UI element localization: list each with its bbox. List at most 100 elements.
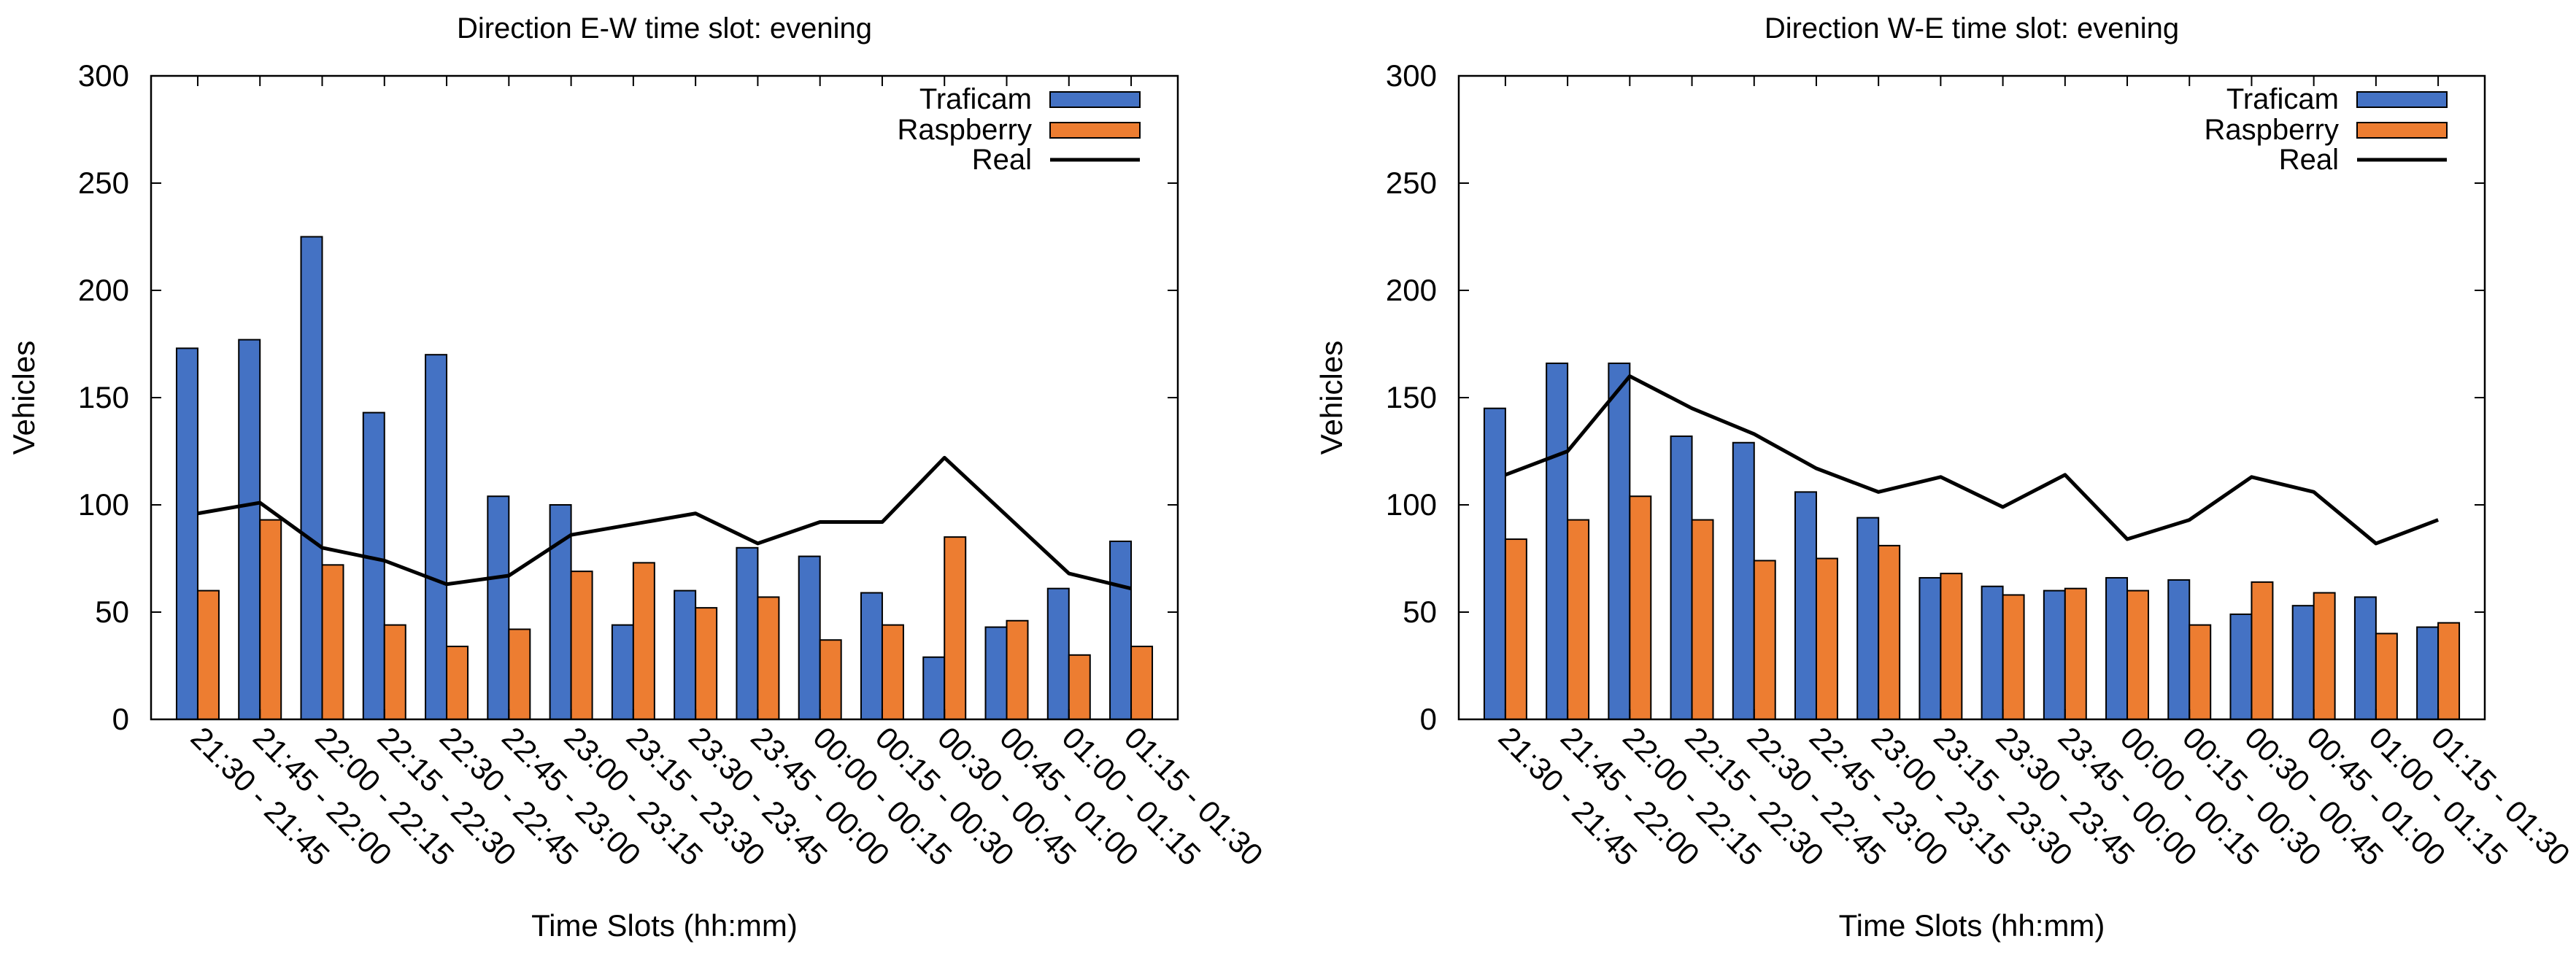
bar-raspberry-8 — [1940, 573, 1963, 721]
bar-raspberry-1 — [1504, 538, 1527, 720]
y-tick-label: 150 — [1386, 380, 1437, 414]
y-tick-label: 150 — [78, 380, 129, 414]
bar-raspberry-4 — [383, 624, 406, 721]
y-tick-label: 100 — [1386, 487, 1437, 522]
bar-traficam-6 — [1794, 491, 1817, 720]
y-tick-label: 50 — [1403, 595, 1437, 629]
line-real — [197, 455, 1132, 591]
bar-traficam-2 — [1546, 362, 1569, 720]
line-real — [1505, 374, 2439, 546]
bar-raspberry-16 — [2437, 622, 2461, 721]
bar-raspberry-5 — [446, 646, 469, 720]
bar-traficam-5 — [425, 354, 448, 720]
legend-swatch-traficam — [2356, 91, 2448, 108]
bar-traficam-15 — [1046, 587, 1070, 720]
y-tick-label: 0 — [1420, 702, 1437, 736]
bar-raspberry-13 — [944, 536, 967, 720]
bar-raspberry-7 — [570, 571, 593, 721]
plot-frame — [1457, 74, 2486, 721]
bar-raspberry-14 — [2313, 592, 2336, 720]
bar-traficam-1 — [1483, 407, 1506, 720]
bar-traficam-7 — [1856, 517, 1880, 720]
bar-raspberry-3 — [1629, 495, 1652, 720]
bar-traficam-9 — [674, 589, 697, 720]
chart-panel-2: Direction W-E time slot: evening Vehicles… — [1314, 12, 2576, 943]
bar-raspberry-12 — [2189, 624, 2212, 721]
bar-raspberry-8 — [632, 562, 655, 720]
x-axis-label: Time Slots (hh:mm) — [531, 908, 798, 943]
bar-traficam-11 — [798, 555, 821, 720]
bar-raspberry-2 — [259, 519, 282, 721]
bar-raspberry-13 — [2251, 581, 2274, 721]
bar-traficam-10 — [2043, 589, 2066, 720]
bar-raspberry-10 — [757, 596, 780, 720]
chart-title: Direction W-E time slot: evening — [1765, 12, 2179, 45]
y-tick-label: 250 — [78, 166, 129, 200]
bar-traficam-2 — [238, 339, 261, 720]
bar-raspberry-4 — [1691, 519, 1714, 721]
legend-swatch-traficam — [1049, 91, 1141, 108]
bar-raspberry-15 — [1068, 654, 1091, 720]
y-axis-label: Vehicles — [1314, 341, 1349, 455]
y-tick-label: 100 — [78, 487, 129, 522]
bar-raspberry-5 — [1753, 560, 1776, 720]
bar-traficam-4 — [1670, 435, 1693, 720]
bar-raspberry-6 — [508, 628, 531, 721]
bar-traficam-14 — [2291, 605, 2315, 720]
bar-raspberry-9 — [2002, 594, 2025, 720]
bar-raspberry-11 — [2126, 589, 2150, 720]
y-tick-label: 0 — [112, 702, 129, 736]
bar-traficam-11 — [2105, 576, 2129, 721]
y-tick-label: 300 — [78, 58, 129, 93]
bar-traficam-13 — [922, 656, 946, 720]
bar-traficam-9 — [1981, 585, 2004, 720]
plot-frame — [150, 74, 1179, 721]
legend-swatch-raspberry — [2356, 122, 2448, 139]
bar-traficam-1 — [175, 347, 198, 720]
bar-raspberry-11 — [819, 639, 842, 720]
bar-raspberry-9 — [695, 607, 718, 720]
bar-raspberry-16 — [1130, 646, 1154, 720]
bar-traficam-10 — [736, 546, 759, 720]
bar-traficam-12 — [2167, 579, 2191, 721]
legend-label-raspberry: Raspberry — [2204, 114, 2339, 146]
y-axis-label: Vehicles — [7, 341, 41, 455]
bar-raspberry-12 — [881, 624, 904, 721]
chart-title: Direction E-W time slot: evening — [457, 12, 872, 45]
bar-traficam-5 — [1732, 441, 1755, 720]
legend-label-real: Real — [972, 144, 1032, 176]
bar-traficam-3 — [1608, 362, 1631, 720]
bar-traficam-16 — [2416, 626, 2440, 721]
bar-traficam-15 — [2353, 596, 2377, 720]
legend-label-traficam: Traficam — [919, 83, 1032, 115]
bar-traficam-6 — [487, 495, 510, 720]
legend-label-raspberry: Raspberry — [897, 114, 1032, 146]
bar-raspberry-14 — [1006, 619, 1029, 721]
x-axis-label: Time Slots (hh:mm) — [1839, 908, 2105, 943]
bar-traficam-8 — [1918, 576, 1942, 721]
bar-traficam-3 — [300, 236, 323, 720]
bar-traficam-14 — [984, 626, 1008, 721]
y-tick-label: 50 — [95, 595, 129, 629]
y-tick-label: 200 — [1386, 273, 1437, 307]
bar-raspberry-3 — [321, 564, 344, 720]
y-tick-label: 200 — [78, 273, 129, 307]
bar-raspberry-6 — [1815, 557, 1838, 720]
bar-traficam-12 — [860, 592, 883, 720]
bar-traficam-8 — [611, 624, 634, 721]
bar-raspberry-10 — [2064, 587, 2087, 720]
chart-panel-1: Direction E-W time slot: evening Vehicles… — [7, 12, 1270, 943]
y-tick-label: 300 — [1386, 58, 1437, 93]
legend-label-traficam: Traficam — [2226, 83, 2339, 115]
bar-traficam-13 — [2229, 613, 2253, 720]
legend-swatch-raspberry — [1049, 122, 1141, 139]
bar-raspberry-1 — [196, 589, 220, 720]
bar-traficam-16 — [1109, 540, 1133, 720]
bar-raspberry-15 — [2375, 633, 2398, 721]
bar-traficam-4 — [362, 411, 385, 721]
y-tick-label: 250 — [1386, 166, 1437, 200]
legend-label-real: Real — [2279, 144, 2339, 176]
